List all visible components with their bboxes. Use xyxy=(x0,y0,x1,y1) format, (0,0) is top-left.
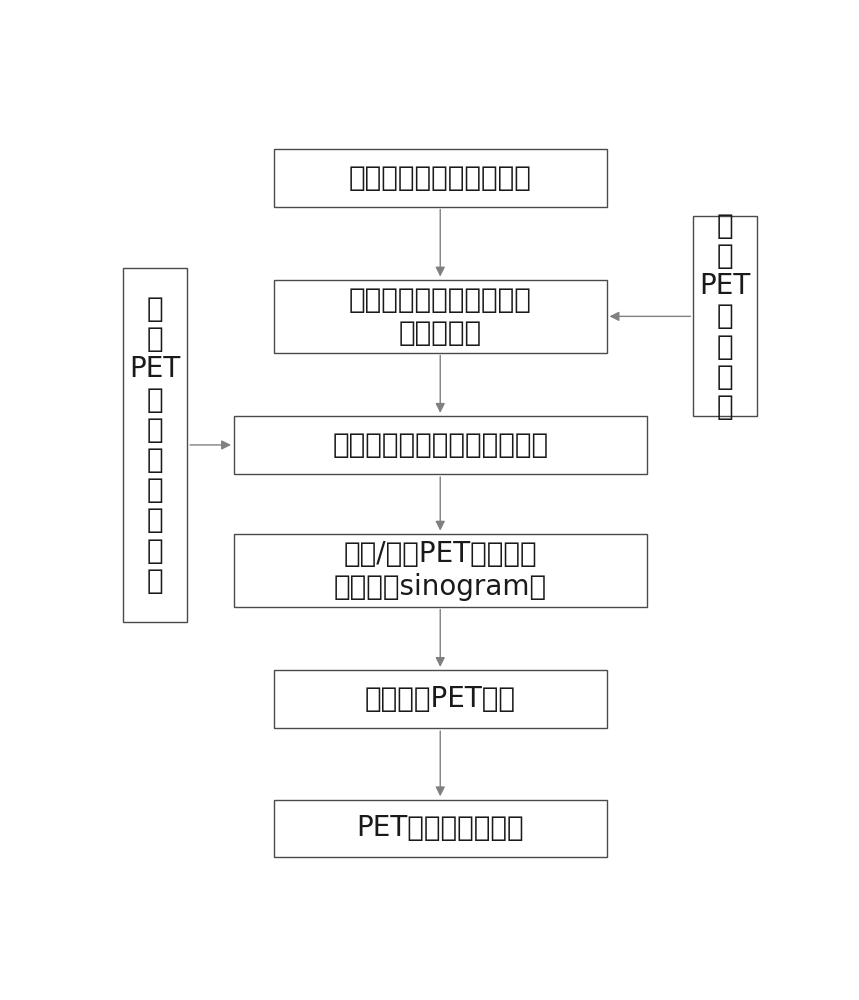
Text: 构
建
PET
探
测
器
几
何
模
型: 构 建 PET 探 测 器 几 何 模 型 xyxy=(130,295,181,595)
Text: PET图像存储与显示: PET图像存储与显示 xyxy=(356,814,524,842)
Text: 构建光子对符合探测计算模型: 构建光子对符合探测计算模型 xyxy=(332,431,548,459)
Bar xyxy=(274,670,606,728)
Text: 重建得到PET图像: 重建得到PET图像 xyxy=(365,685,515,713)
Bar xyxy=(693,216,757,416)
Bar xyxy=(274,800,606,857)
Bar xyxy=(234,416,647,474)
Text: 构
建
PET
药
物
模
型: 构 建 PET 药 物 模 型 xyxy=(699,212,751,421)
Bar xyxy=(274,280,606,353)
Text: 填充/显示PET原始数据
正弦图（sinogram）: 填充/显示PET原始数据 正弦图（sinogram） xyxy=(333,540,547,601)
Bar xyxy=(274,149,606,207)
Text: 构建标样或人体肿瘤模型: 构建标样或人体肿瘤模型 xyxy=(349,164,532,192)
Text: 构建放射性核素药物发射
与湮灭模型: 构建放射性核素药物发射 与湮灭模型 xyxy=(349,286,532,347)
Bar xyxy=(124,268,187,622)
Bar xyxy=(234,534,647,607)
